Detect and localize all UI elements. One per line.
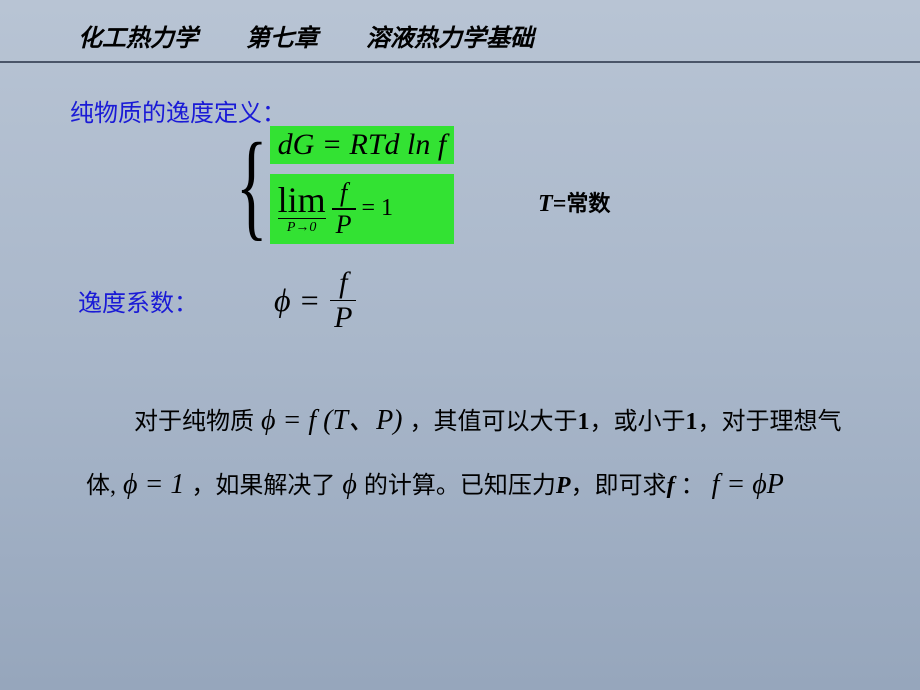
- phi-denominator: P: [330, 303, 356, 333]
- explanation-paragraph: 对于纯物质 ϕ = f (T、P) ，其值可以大于1，或小于1，对于理想气体, …: [70, 389, 860, 518]
- para-text-2: ，其值可以大于: [410, 409, 578, 435]
- t-equals: T=: [538, 191, 566, 217]
- para-text-8: ：: [681, 473, 705, 499]
- equation-column: dG = RTd ln f lim P→0 f P = 1: [270, 126, 455, 244]
- left-brace: {: [236, 130, 268, 240]
- para-math-5: f: [667, 473, 681, 499]
- para-text-1: 对于纯物质: [134, 409, 254, 435]
- para-text-3: ，或小于: [590, 409, 686, 435]
- slide-header: 化工热力学 第七章 溶液热力学基础: [0, 0, 920, 61]
- fugacity-coefficient-row: 逸度系数： ϕ = f P: [70, 268, 860, 334]
- para-text-7: ，即可求: [571, 473, 667, 499]
- para-math-4: P: [556, 473, 571, 499]
- limit-operator: lim P→0: [278, 182, 326, 235]
- para-math-3: ϕ: [335, 469, 364, 500]
- phi-lhs: ϕ =: [274, 282, 320, 319]
- lim-word: lim: [278, 182, 326, 219]
- course-name: 化工热力学: [78, 18, 198, 53]
- fraction-denominator: P: [332, 212, 356, 238]
- topic-title: 溶液热力学基础: [366, 18, 534, 53]
- para-math-6: f = ϕP: [705, 469, 784, 500]
- t-constant-label: T=常数: [538, 186, 610, 218]
- limit-equation: lim P→0 f P = 1: [270, 174, 455, 244]
- dg-equation: dG = RTd ln f: [270, 126, 455, 164]
- lim-subscript: P→0: [287, 221, 317, 235]
- para-num-2: 1: [686, 409, 698, 435]
- para-text-6: 的计算。已知压力: [364, 473, 556, 499]
- f-over-p-fraction: f P: [332, 180, 356, 238]
- equals-one: = 1: [362, 195, 394, 222]
- para-num-1: 1: [578, 409, 590, 435]
- chapter-label: 第七章: [246, 18, 318, 53]
- brace-equation-group: { dG = RTd ln f lim P→0 f P = 1: [210, 126, 860, 244]
- phi-fraction: f P: [330, 268, 356, 334]
- constant-text: 常数: [566, 191, 610, 216]
- definition-row: 纯物质的逸度定义：: [70, 93, 860, 128]
- para-math-2: ϕ = 1: [116, 469, 191, 500]
- fugacity-coefficient-title: 逸度系数：: [78, 283, 198, 318]
- phi-numerator: f: [335, 268, 351, 298]
- slide-content: 纯物质的逸度定义： { dG = RTd ln f lim P→0 f P = …: [0, 63, 920, 518]
- para-text-5: ，如果解决了: [191, 473, 335, 499]
- para-math-1: ϕ = f (T、P): [254, 405, 410, 436]
- fraction-numerator: f: [336, 180, 351, 206]
- phi-equation: ϕ = f P: [274, 268, 356, 334]
